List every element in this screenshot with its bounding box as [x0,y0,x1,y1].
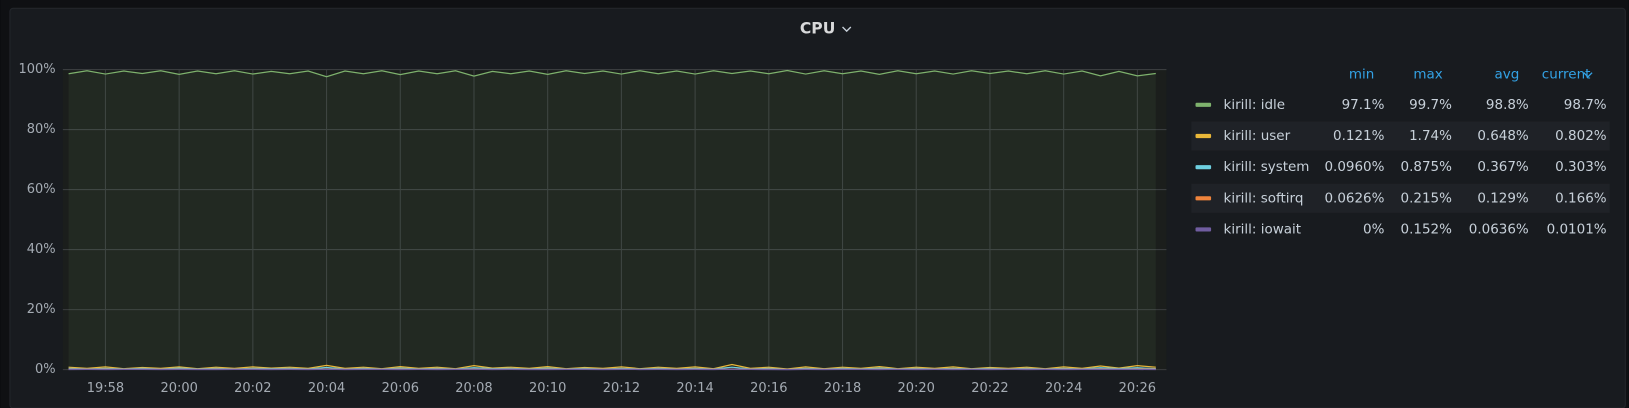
y-tick-label: 100% [19,62,56,77]
y-tick-label: 20% [27,302,56,317]
legend-stat: 0.166% [1555,190,1607,206]
x-tick-label: 20:16 [750,381,787,396]
x-tick-label: 20:18 [824,381,861,396]
legend-stat: 0.129% [1477,190,1529,206]
legend-stat: 0.152% [1401,221,1453,237]
legend-column-header[interactable]: current [1542,67,1591,83]
x-tick-label: 20:12 [603,381,640,396]
legend-column-header[interactable]: min [1349,67,1374,83]
legend-stat: 98.7% [1564,97,1607,113]
legend-stat: 0.0960% [1324,159,1384,175]
x-tick-label: 20:08 [455,381,492,396]
x-tick-label: 20:04 [308,381,345,396]
legend-swatch [1195,133,1212,139]
plot-area [62,69,1167,370]
legend-row-band [1191,183,1610,213]
x-tick-label: 20:24 [1045,381,1082,396]
legend-stat: 0.367% [1477,159,1529,175]
x-tick-label: 20:10 [529,381,566,396]
legend-stat: 98.8% [1486,97,1529,113]
legend-stat: 0.0101% [1547,221,1607,237]
x-tick-label: 20:02 [234,381,271,396]
legend-label[interactable]: kirill: iowait [1224,221,1302,237]
legend-stat: 0.648% [1477,128,1529,144]
x-tick-label: 19:58 [87,381,124,396]
legend-swatch [1195,102,1212,107]
legend-stat: 0.0626% [1324,190,1384,206]
legend-stat: 99.7% [1409,97,1452,113]
legend-label[interactable]: kirill: user [1224,128,1291,144]
panel-title[interactable]: CPU [800,20,835,38]
series-area [68,70,1156,370]
series-line [68,69,1156,78]
y-tick-label: 40% [27,242,56,257]
x-tick-label: 20:14 [676,381,713,396]
legend-column-header[interactable]: max [1413,67,1442,83]
legend-stat: 0.215% [1401,190,1453,206]
legend-stat: 0.121% [1333,128,1385,144]
legend-label[interactable]: kirill: idle [1224,97,1286,113]
legend-stat: 0.303% [1555,159,1607,175]
sort-chevron[interactable] [1583,72,1593,78]
x-tick-label: 20:00 [160,381,197,396]
y-tick-label: 0% [35,362,56,377]
legend-stat: 0.0636% [1469,221,1529,237]
legend-label[interactable]: kirill: system [1224,159,1310,175]
legend-swatch [1195,165,1212,170]
legend-row-band [1191,121,1610,151]
x-tick-label: 20:22 [971,381,1008,396]
legend-label[interactable]: kirill: softirq [1224,190,1304,206]
legend-swatch [1195,227,1212,232]
title-chevron[interactable] [842,26,852,33]
x-tick-label: 20:06 [382,381,419,396]
y-tick-label: 80% [27,122,56,137]
legend-stat: 1.74% [1409,128,1452,144]
legend-stat: 0.875% [1401,159,1453,175]
legend-column-header[interactable]: avg [1495,67,1520,83]
x-tick-label: 20:20 [898,381,935,396]
legend-stat: 0% [1363,221,1385,237]
legend-stat: 97.1% [1342,97,1385,113]
x-tick-label: 20:26 [1119,381,1156,396]
legend-swatch [1195,196,1212,201]
legend-stat: 0.802% [1555,128,1607,144]
y-tick-label: 60% [27,182,56,197]
